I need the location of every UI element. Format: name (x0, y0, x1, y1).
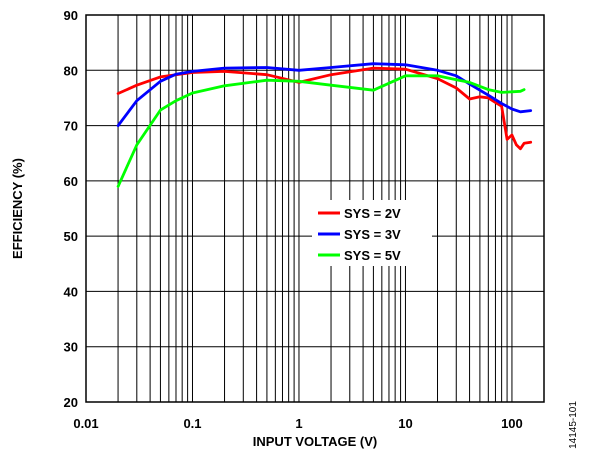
x-axis-label: INPUT VOLTAGE (V) (253, 434, 377, 449)
plot-frame (85, 14, 545, 403)
tick-labels: 0.01 0.1 1 10 100 20 30 40 50 60 70 80 90 (64, 8, 523, 431)
series-lines (116, 62, 533, 188)
y-axis-label: EFFICIENCY (%) (10, 158, 25, 259)
x-tick-label: 1 (295, 416, 302, 431)
y-tick-label: 90 (64, 8, 78, 23)
series-line-2 (116, 62, 533, 127)
legend-label-2: SYS = 3V (344, 227, 401, 242)
series-line-1 (116, 66, 533, 151)
y-tick-label: 20 (64, 395, 78, 410)
y-tick-label: 30 (64, 340, 78, 355)
figure-id: 14145-101 (568, 401, 579, 449)
x-tick-label: 10 (398, 416, 412, 431)
x-tick-label: 0.01 (73, 416, 98, 431)
x-tick-label: 0.1 (183, 416, 201, 431)
y-tick-label: 50 (64, 229, 78, 244)
series-line-3 (116, 74, 526, 188)
y-tick-label: 40 (64, 284, 78, 299)
legend-label-1: SYS = 2V (344, 206, 401, 221)
legend: SYS = 2V SYS = 3V SYS = 5V (312, 200, 432, 266)
y-tick-label: 80 (64, 63, 78, 78)
y-tick-label: 70 (64, 119, 78, 134)
legend-label-3: SYS = 5V (344, 248, 401, 263)
x-tick-label: 100 (501, 416, 523, 431)
y-tick-label: 60 (64, 174, 78, 189)
